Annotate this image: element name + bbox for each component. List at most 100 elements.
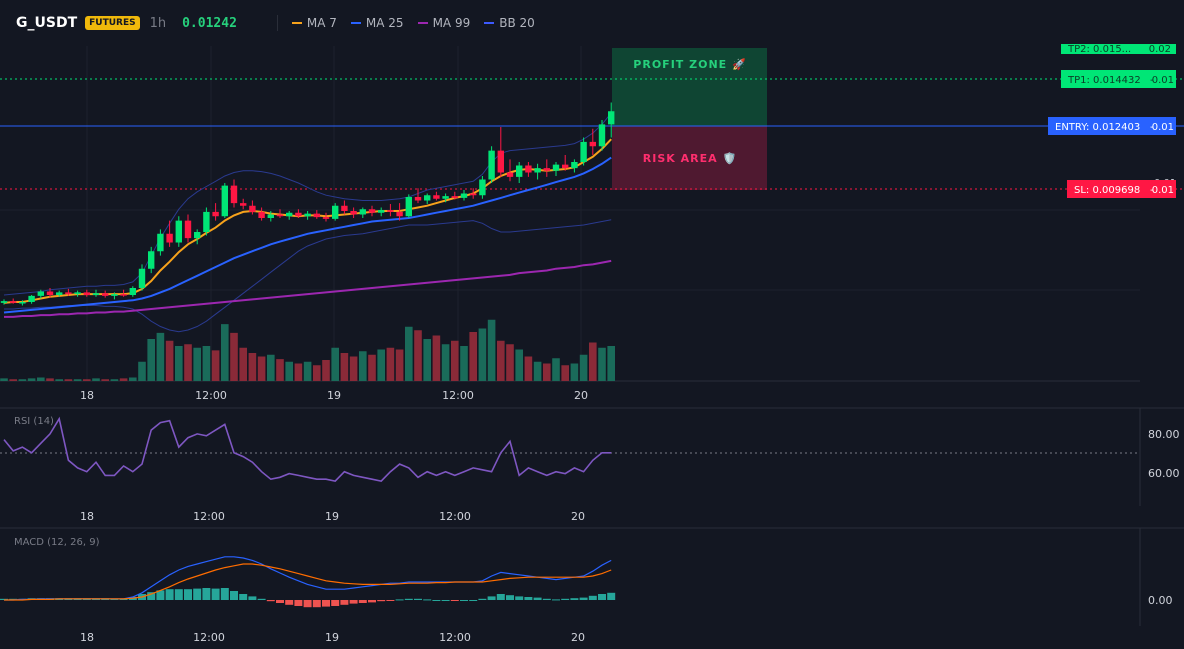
macd-hist-bar [220, 588, 229, 600]
macd-x-tick-5: 20 [571, 631, 585, 644]
volume-bar [294, 363, 303, 381]
signal-line [4, 563, 612, 601]
candle-body [414, 197, 422, 201]
macd-hist-bar [147, 592, 156, 600]
volume-bar [368, 354, 376, 381]
rsi-x-tick-3: 19 [325, 510, 339, 523]
macd-panel[interactable]: MACD (12, 26, 9) 0.00 18 12:00 19 12:00 … [0, 527, 1184, 644]
chart-header: G_USDT FUTURES 1h 0.01242 MA 7 MA 25 MA … [0, 0, 1184, 46]
macd-hist-bar [570, 598, 579, 600]
macd-hist-bar [156, 590, 165, 600]
volume-bar [156, 332, 165, 381]
volume-bar [423, 339, 431, 381]
volume-bar [110, 379, 119, 381]
macd-hist-bar [460, 600, 468, 601]
candle-body [138, 268, 146, 288]
entry-tag-suffix: 0.01 [1152, 122, 1174, 133]
macd-hist-bar [414, 598, 422, 600]
volume-bar [18, 379, 27, 381]
candle-body [479, 179, 486, 196]
macd-hist-bar [524, 597, 533, 600]
volume-bar [561, 365, 569, 381]
volume-bar [432, 335, 441, 381]
volume-bar [193, 347, 201, 381]
sl-tag-dash: - [1150, 185, 1154, 196]
volume-bar [92, 378, 100, 381]
candle-body [0, 301, 8, 303]
volume-bar [543, 363, 551, 381]
legend-bb20[interactable]: BB 20 [484, 16, 535, 30]
volume-bar [175, 346, 183, 381]
volume-bar [478, 328, 487, 381]
candle-body [28, 295, 35, 302]
tp2-tag [1061, 44, 1176, 54]
candle-body [267, 214, 274, 218]
ma99-swatch [417, 22, 428, 24]
legend-ma7[interactable]: MA 7 [291, 16, 337, 30]
volume-bar [9, 379, 17, 381]
candle-body [543, 168, 550, 171]
price-x-tick-4: 12:00 [442, 389, 474, 402]
price-x-tick-5: 20 [574, 389, 588, 402]
macd-hist-bar [404, 598, 413, 600]
macd-hist-bar [294, 600, 303, 606]
volume-bar [138, 361, 146, 381]
macd-x-tick-4: 12:00 [439, 631, 471, 644]
macd-hist-bar [607, 592, 616, 600]
macd-hist-bar [184, 589, 192, 600]
legend-ma25[interactable]: MA 25 [350, 16, 404, 30]
candle-body [286, 212, 293, 217]
candle-body [552, 164, 560, 171]
candle-body [359, 209, 366, 215]
candle-body [111, 294, 118, 296]
macd-hist-bar [478, 598, 487, 600]
profit-zone [612, 48, 767, 126]
volume-bar [276, 359, 284, 381]
macd-y-tick-0: 0.00 [1148, 594, 1173, 607]
macd-hist-bar [193, 588, 202, 600]
header-divider [276, 15, 278, 31]
candle-body [332, 205, 339, 219]
volume-bar [377, 349, 385, 381]
volume-bar [340, 353, 349, 381]
candle-body [129, 288, 136, 295]
macd-hist-bar [248, 596, 257, 600]
legend-ma99[interactable]: MA 99 [417, 16, 471, 30]
volume-bar [221, 324, 229, 381]
candle-body [221, 185, 228, 217]
candle-body [378, 210, 385, 213]
macd-hist-bar [230, 591, 238, 600]
candle-body [571, 162, 578, 169]
price-x-tick-2: 12:00 [195, 389, 227, 402]
symbol-name[interactable]: G_USDT [16, 15, 78, 31]
ma25-line [3, 156, 612, 314]
candle-body [120, 294, 127, 296]
volume-bar [257, 356, 266, 381]
ma99-line [4, 259, 612, 318]
macd-histogram [0, 588, 616, 608]
legend-ma99-label: MA 99 [432, 16, 471, 30]
volume-bar [405, 326, 413, 381]
candle-body [506, 172, 514, 177]
macd-hist-bar [450, 600, 459, 601]
volume-bar [515, 349, 523, 381]
volume-bar [441, 344, 450, 381]
profit-zone-label: PROFIT ZONE 🚀 [633, 58, 746, 71]
trade-zones: PROFIT ZONE 🚀 RISK AREA 🛡️ [612, 48, 767, 190]
volume-bar [487, 319, 496, 381]
timeframe-selector[interactable]: 1h [149, 15, 167, 31]
macd-x-tick-2: 12:00 [193, 631, 225, 644]
volume-bar [64, 379, 73, 381]
candle-body [313, 213, 320, 218]
volume-bar [322, 360, 330, 381]
candle-body [148, 251, 155, 269]
candle-body [534, 168, 541, 173]
rsi-panel[interactable]: RSI (14) 80.00 60.00 18 12:00 19 12:00 2… [0, 407, 1184, 523]
macd-hist-bar [441, 600, 450, 601]
macd-hist-bar [266, 600, 275, 602]
macd-hist-bar [469, 600, 478, 601]
sl-tag-label: SL: 0.009698 [1074, 185, 1140, 196]
macd-hist-bar [487, 596, 496, 600]
volume-bar [598, 347, 606, 381]
